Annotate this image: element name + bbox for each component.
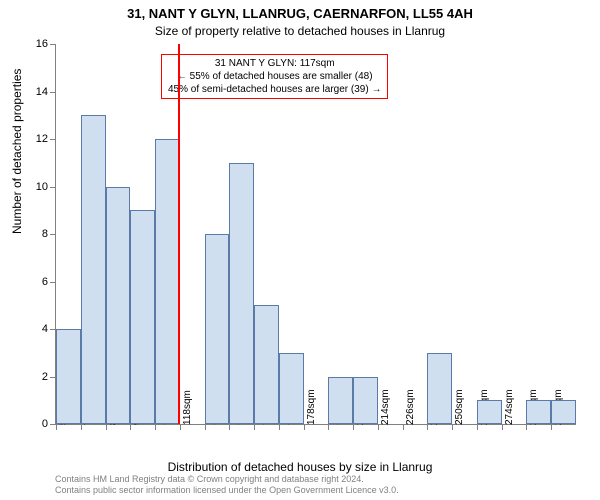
annotation-line3: 45% of semi-detached houses are larger (… [168, 83, 381, 96]
plot-area: 31 NANT Y GLYN: 117sqm ← 55% of detached… [55, 44, 576, 425]
x-tick [254, 424, 255, 430]
y-tick-label: 10 [26, 181, 48, 193]
x-tick [155, 424, 156, 430]
chart-container: 31, NANT Y GLYN, LLANRUG, CAERNARFON, LL… [0, 0, 600, 500]
histogram-bar [526, 400, 551, 424]
histogram-bar [205, 234, 230, 424]
y-tick [50, 282, 56, 283]
chart-title-sub: Size of property relative to detached ho… [0, 24, 600, 38]
x-tick [81, 424, 82, 430]
x-tick [106, 424, 107, 430]
x-tick [353, 424, 354, 430]
x-tick [477, 424, 478, 430]
y-tick-label: 2 [26, 371, 48, 383]
y-tick-label: 12 [26, 133, 48, 145]
histogram-bar [81, 115, 106, 424]
histogram-bar [56, 329, 81, 424]
x-tick-label: 178sqm [306, 389, 317, 425]
x-tick-label: 118sqm [182, 390, 193, 425]
y-tick [50, 92, 56, 93]
x-tick [403, 424, 404, 430]
property-marker-line [178, 44, 180, 424]
attribution-line1: Contains HM Land Registry data © Crown c… [55, 474, 399, 485]
property-annotation: 31 NANT Y GLYN: 117sqm ← 55% of detached… [161, 54, 388, 99]
x-tick [378, 424, 379, 430]
y-tick [50, 139, 56, 140]
y-axis-label: Number of detached properties [10, 69, 24, 234]
chart-title-main: 31, NANT Y GLYN, LLANRUG, CAERNARFON, LL… [0, 6, 600, 21]
y-tick [50, 187, 56, 188]
x-tick [180, 424, 181, 430]
histogram-bar [551, 400, 576, 424]
y-tick [50, 44, 56, 45]
attribution: Contains HM Land Registry data © Crown c… [55, 474, 399, 496]
annotation-line2: ← 55% of detached houses are smaller (48… [168, 70, 381, 83]
x-tick-label: 250sqm [454, 389, 465, 425]
histogram-bar [130, 210, 155, 424]
x-tick [304, 424, 305, 430]
histogram-bar [155, 139, 180, 424]
x-tick [56, 424, 57, 430]
y-tick-label: 4 [26, 323, 48, 335]
y-tick-label: 14 [26, 86, 48, 98]
histogram-bar [477, 400, 502, 424]
histogram-bar [279, 353, 304, 424]
histogram-bar [328, 377, 353, 425]
histogram-bar [229, 163, 254, 424]
annotation-line1: 31 NANT Y GLYN: 117sqm [168, 57, 381, 70]
y-tick [50, 234, 56, 235]
x-tick [502, 424, 503, 430]
x-tick [205, 424, 206, 430]
y-tick-label: 8 [26, 228, 48, 240]
attribution-line2: Contains public sector information licen… [55, 485, 399, 496]
x-axis-label: Distribution of detached houses by size … [0, 460, 600, 474]
y-tick-label: 6 [26, 276, 48, 288]
x-tick-label: 226sqm [405, 389, 416, 425]
y-tick-label: 0 [26, 418, 48, 430]
x-tick [279, 424, 280, 430]
histogram-bar [427, 353, 452, 424]
x-tick-label: 214sqm [380, 389, 391, 425]
x-tick-label: 274sqm [504, 389, 515, 425]
histogram-bar [353, 377, 378, 425]
histogram-bar [254, 305, 279, 424]
y-tick-label: 16 [26, 38, 48, 50]
histogram-bar [106, 187, 131, 425]
